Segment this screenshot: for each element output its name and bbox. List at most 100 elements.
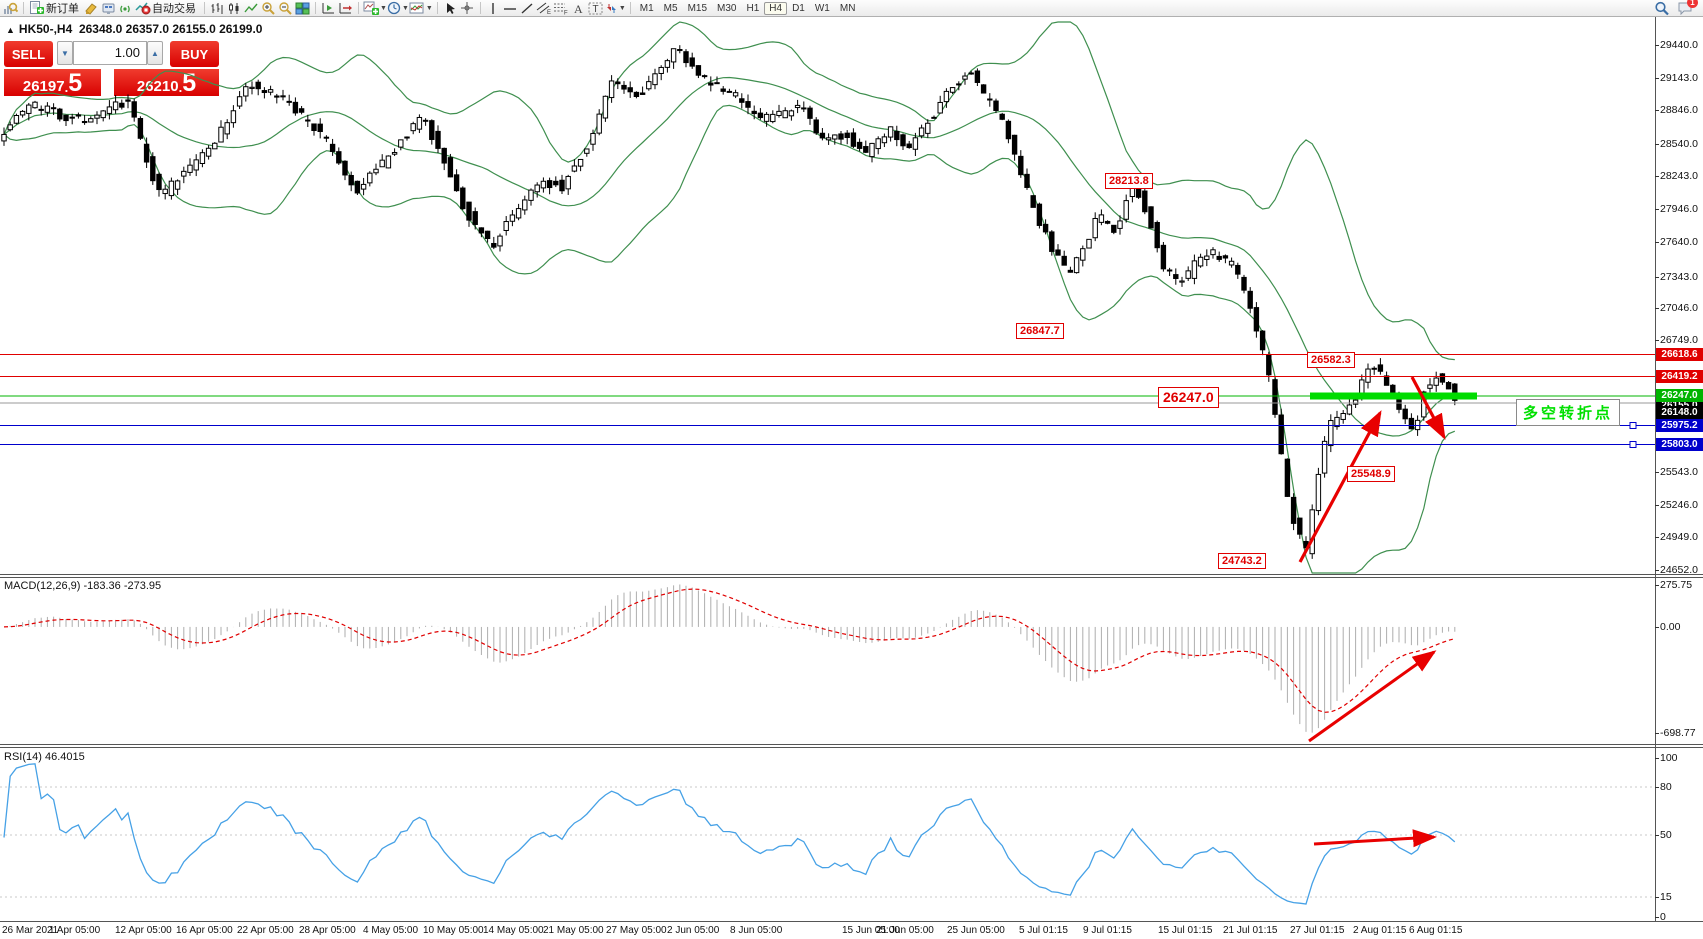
rsi-header: RSI(14) 46.4015 [4,751,85,763]
line-chart-icon[interactable] [243,1,260,16]
indicators-icon[interactable]: ▼ [363,1,387,16]
note-box[interactable]: 多空转折点 [1516,399,1621,426]
price-callout[interactable]: 26582.3 [1307,352,1355,368]
volume-increase-button[interactable]: ▲ [147,41,163,65]
macd-pane[interactable] [0,578,1655,744]
search-icon[interactable] [1653,1,1670,16]
chart-shift-icon[interactable] [337,1,354,16]
axis-tick [1655,176,1659,177]
auto-trading-label[interactable]: 自动交易 [152,3,196,15]
price-badge: 25975.2 [1656,418,1703,432]
timeframe-button-h4[interactable]: H4 [764,1,788,15]
axis-tick [1655,110,1659,111]
buy-price[interactable]: 26210. 5 [114,69,219,96]
axis-tick [1655,505,1659,506]
axis-label: 0.00 [1660,621,1681,633]
fibonacci-icon[interactable]: F [553,1,570,16]
zoom-out-icon[interactable] [277,1,294,16]
bar-chart-icon[interactable] [209,1,226,16]
templates-icon[interactable]: ▼ [409,1,433,16]
axis-label: 25246.0 [1660,499,1698,511]
svg-text:A: A [574,2,583,15]
pane-separator[interactable] [0,744,1703,748]
time-axis-label: 28 Apr 05:00 [299,925,356,936]
market-watch-icon[interactable] [2,1,19,16]
candlestick-chart-icon[interactable] [226,1,243,16]
time-axis-label: 27 May 05:00 [606,925,667,936]
sell-price[interactable]: 26197. 5 [4,69,101,96]
vertical-line-icon[interactable] [485,1,502,16]
time-axis-label: 6 Aug 01:15 [1409,925,1463,936]
expert-advisors-icon[interactable] [100,1,117,16]
text-label-icon[interactable]: T [587,1,604,16]
volume-input[interactable]: 1.00 [73,41,147,65]
buy-button[interactable]: BUY [170,41,219,67]
timeframe-button-d1[interactable]: D1 [792,2,805,14]
price-axis-line [1655,17,1656,922]
price-callout[interactable]: 26247.0 [1158,387,1219,408]
crosshair-icon[interactable] [459,1,476,16]
timeframe-button-h1[interactable]: H1 [746,2,760,14]
collapse-arrow-icon[interactable]: ▲ [6,25,15,35]
new-order-icon[interactable] [28,1,45,16]
auto-scroll-icon[interactable] [320,1,337,16]
time-axis-label: 10 May 05:00 [423,925,484,936]
new-order-label[interactable]: 新订单 [46,3,79,15]
horizontal-line-icon[interactable] [502,1,519,16]
auto-trading-icon[interactable] [134,1,151,16]
timeframe-button-w1[interactable]: W1 [814,2,830,14]
price-badge: 26618.6 [1656,347,1703,361]
price-callout[interactable]: 24743.2 [1218,553,1266,569]
price-callout[interactable]: 26847.7 [1016,323,1064,339]
periods-icon[interactable]: ▼ [387,1,409,16]
sell-price-frac: 5 [68,69,83,97]
macd-header: MACD(12,26,9) -183.36 -273.95 [4,580,162,592]
axis-label: 27946.0 [1660,203,1698,215]
sell-button[interactable]: SELL [4,41,53,67]
axis-label: 28243.0 [1660,170,1698,182]
timeframe-button-mn[interactable]: MN [839,2,856,14]
pane-separator[interactable] [0,574,1703,578]
symbol-period-label: HK50-,H4 [18,22,73,36]
volume-decrease-button[interactable]: ▼ [57,41,73,65]
trendline-icon[interactable] [519,1,536,16]
main-chart-pane[interactable] [0,17,1655,575]
signals-icon[interactable] [117,1,134,16]
timeframe-button-m1[interactable]: M1 [639,2,654,14]
time-axis-label: 4 May 05:00 [363,925,419,936]
svg-text:E: E [547,10,551,15]
axis-tick [1655,787,1659,788]
arrows-icon[interactable]: ▼ [604,1,626,16]
cursor-icon[interactable] [442,1,459,16]
styler-icon[interactable] [83,1,100,16]
axis-label: 29440.0 [1660,39,1698,51]
time-axis-label: 2 Aug 01:15 [1353,925,1407,936]
rsi-pane[interactable] [0,748,1655,919]
time-axis-label: 9 Jul 01:15 [1083,925,1132,936]
axis-label: 275.75 [1660,579,1693,591]
axis-label: 100 [1660,752,1678,764]
axis-label: 29143.0 [1660,72,1698,84]
buy-price-frac: 5 [182,69,197,97]
text-icon[interactable]: A [570,1,587,16]
price-callout[interactable]: 25548.9 [1347,466,1395,482]
svg-text:F: F [564,11,568,16]
axis-tick [1655,242,1659,243]
axis-label: 27640.0 [1660,236,1698,248]
timeframe-button-m5[interactable]: M5 [663,2,678,14]
notifications-icon[interactable]: 1 [1676,0,1698,16]
zoom-in-icon[interactable] [260,1,277,16]
axis-label: 15 [1660,891,1672,903]
equidistant-channel-icon[interactable]: E [536,1,553,16]
timeframe-button-m30[interactable]: M30 [717,2,737,14]
timeframe-button-m15[interactable]: M15 [687,2,708,14]
tile-windows-icon[interactable] [294,1,311,16]
axis-tick [1655,835,1659,836]
time-axis-label: 8 Jun 05:00 [730,925,783,936]
price-callout[interactable]: 28213.8 [1105,173,1153,189]
time-axis-label: 15 Jun 05:00 [842,925,900,936]
separator [358,2,359,14]
time-axis-label: 21 May 05:00 [543,925,604,936]
axis-tick [1655,537,1659,538]
price-badge: 26419.2 [1656,369,1703,383]
